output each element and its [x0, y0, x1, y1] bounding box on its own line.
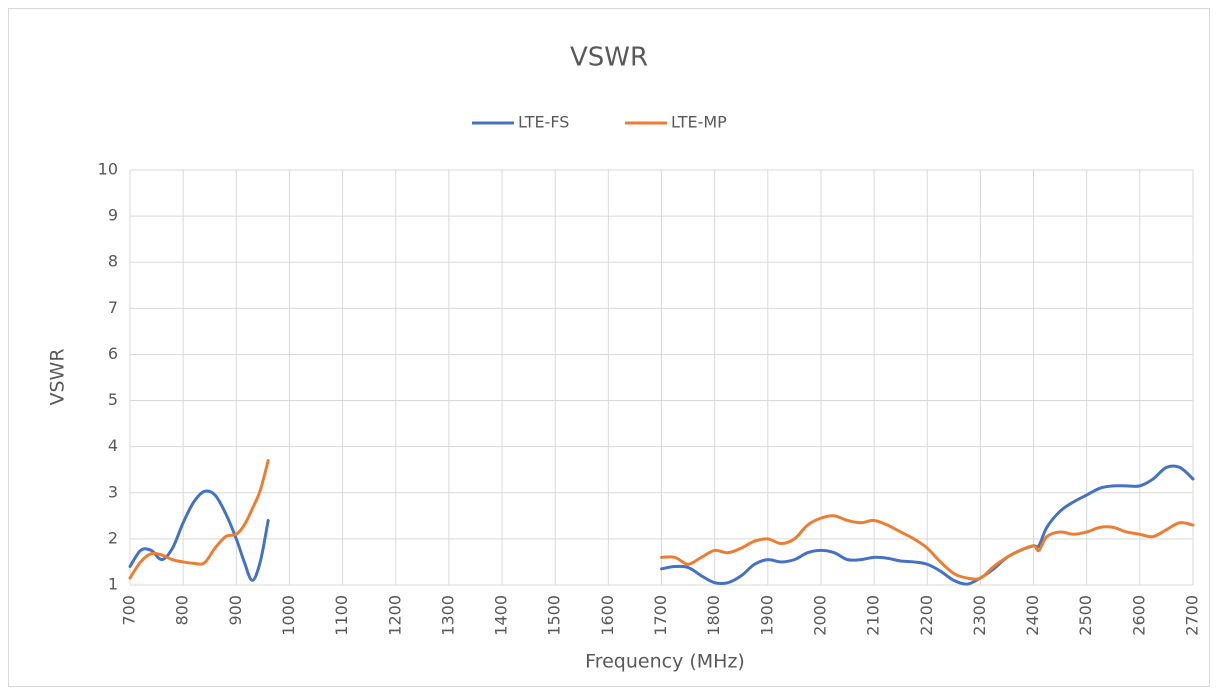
- x-tick-label: 2400: [1023, 595, 1042, 636]
- series-line: [128, 459, 1195, 581]
- x-tick-label: 2000: [810, 595, 829, 636]
- x-tick-label: 2700: [1183, 595, 1202, 636]
- y-tick-label: 8: [108, 252, 118, 271]
- x-tick-label: 700: [120, 595, 139, 626]
- y-tick-label: 10: [98, 160, 118, 179]
- x-tick-label: 1000: [279, 595, 298, 636]
- x-tick-label: 1900: [757, 595, 776, 636]
- y-tick-label: 3: [108, 482, 118, 501]
- y-tick-label: 7: [108, 298, 118, 317]
- y-tick-label: 1: [108, 575, 118, 594]
- x-tick-label: 1200: [385, 595, 404, 636]
- x-tick-label: 1100: [332, 595, 351, 636]
- x-tick-label: 1600: [598, 595, 617, 636]
- x-tick-label: 2100: [864, 595, 883, 636]
- chart-title: VSWR: [570, 43, 648, 73]
- y-tick-label: 9: [108, 206, 118, 225]
- x-tick-label: 2600: [1129, 595, 1148, 636]
- x-axis-title: Frequency (MHz): [585, 651, 745, 673]
- legend-label: LTE-MP: [671, 113, 727, 132]
- y-tick-label: 2: [108, 528, 118, 547]
- x-tick-label: 1400: [492, 595, 511, 636]
- x-tick-label: 1800: [704, 595, 723, 636]
- x-tick-label: 800: [173, 595, 192, 626]
- legend-label: LTE-FS: [518, 113, 569, 132]
- y-tick-label: 4: [108, 436, 118, 455]
- x-tick-label: 1700: [651, 595, 670, 636]
- x-tick-label: 2200: [917, 595, 936, 636]
- y-tick-label: 5: [108, 390, 118, 409]
- x-tick-label: 900: [226, 595, 245, 626]
- x-tick-label: 2300: [970, 595, 989, 636]
- x-tick-label: 1500: [545, 595, 564, 636]
- x-tick-label: 1300: [438, 595, 457, 636]
- chart-border: [8, 8, 1210, 687]
- y-axis-title: VSWR: [47, 348, 69, 405]
- y-tick-label: 6: [108, 344, 118, 363]
- x-tick-label: 2500: [1076, 595, 1095, 636]
